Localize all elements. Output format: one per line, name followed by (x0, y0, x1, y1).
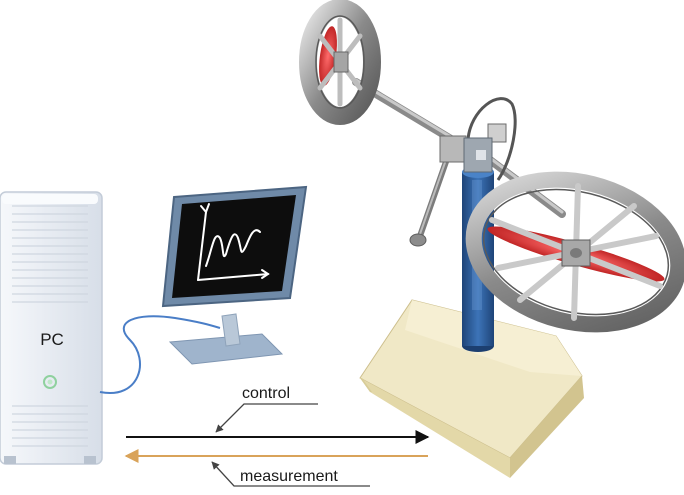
signal-graph-icon (197, 203, 270, 281)
base-block (359, 299, 584, 478)
pivot-beam (352, 78, 566, 247)
pc-tower-icon (0, 191, 103, 465)
monitor-icon (161, 185, 308, 365)
measurement-label: measurement (240, 468, 338, 485)
pivot-head (439, 97, 517, 181)
control-label: control (242, 385, 290, 402)
monitor-cable (99, 315, 221, 395)
measurement-leader (211, 461, 370, 487)
main-rotor (465, 171, 684, 333)
power-led-icon (43, 375, 57, 389)
control-leader (215, 403, 318, 433)
pc-label: PC (40, 330, 64, 349)
tail-rotor (299, 0, 381, 125)
